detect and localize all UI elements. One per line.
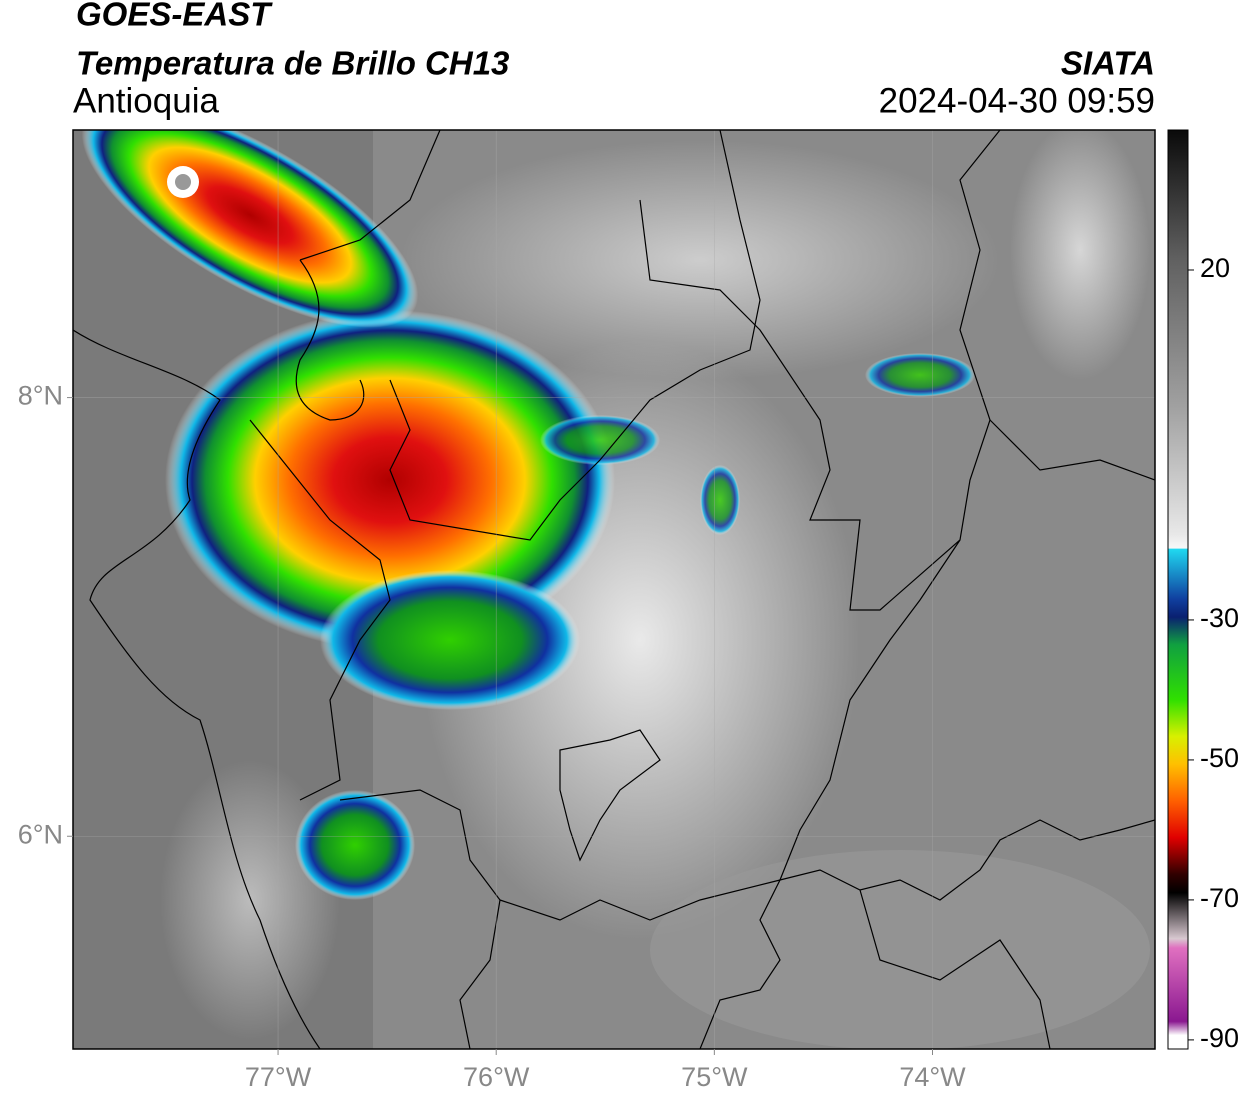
grid: [73, 130, 1155, 1049]
colorbar-tick-label: -90: [1200, 1023, 1239, 1053]
x-tick-label: 75°W: [681, 1062, 748, 1092]
x-tick-label: 74°W: [899, 1062, 966, 1092]
colorbar-tick-label: -70: [1200, 883, 1239, 913]
datetime: 2024-04-30 09:59: [879, 81, 1155, 120]
subtitle: Temperatura de Brillo CH13: [76, 45, 509, 82]
colorbar-tick-label: -50: [1200, 743, 1239, 773]
colorbar-tick-label: 20: [1200, 253, 1230, 283]
title: GOES-EAST: [76, 0, 273, 33]
y-tick-label: 6°N: [18, 819, 63, 849]
x-tick-label: 77°W: [245, 1062, 312, 1092]
colorbar-tick-label: -30: [1200, 603, 1239, 633]
y-tick-label: 8°N: [18, 381, 63, 411]
map-frame: [72, 129, 1156, 1050]
region: Antioquia: [73, 81, 219, 120]
satellite-image: [73, 130, 1155, 1049]
colorbar: [1167, 129, 1189, 1050]
x-tick-label: 76°W: [463, 1062, 530, 1092]
source: SIATA: [1061, 45, 1155, 82]
